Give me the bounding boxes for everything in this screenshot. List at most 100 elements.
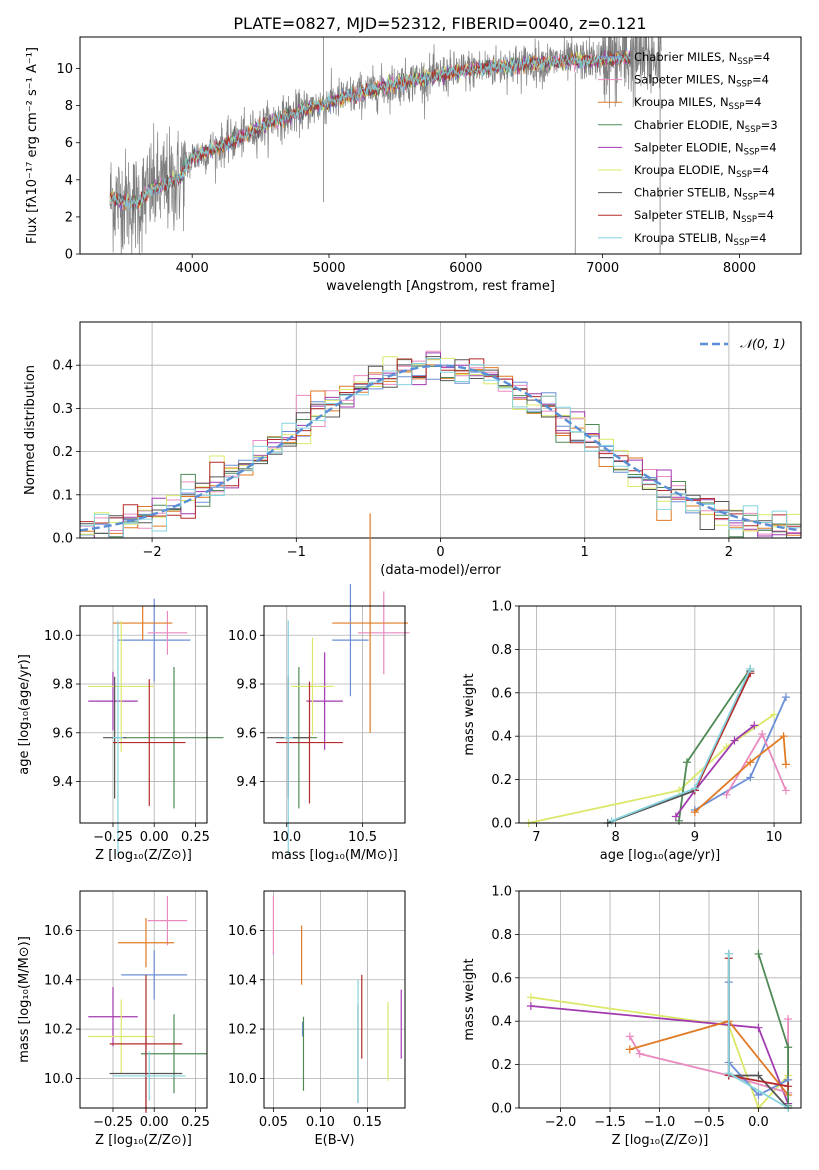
x-axis-label: (data-model)/error xyxy=(380,563,501,578)
x-tick-label: 5000 xyxy=(312,261,345,276)
y-tick-label: 0 xyxy=(65,248,73,263)
x-tick-label: 0.10 xyxy=(306,1115,335,1130)
legend-label-tail: =4 xyxy=(757,208,774,222)
y-tick-label: 10.0 xyxy=(44,1072,73,1087)
y-tick-label: 0.2 xyxy=(491,1058,512,1073)
legend-label: Chabrier STELIB, NSSP=4 xyxy=(634,186,775,203)
legend-label-sub: SSP xyxy=(729,102,745,112)
y-tick-label: 10.0 xyxy=(228,1072,257,1087)
y-tick-label: 0.8 xyxy=(491,928,512,943)
weight-marker xyxy=(526,1002,535,1011)
model-spectrum-line xyxy=(110,50,631,210)
y-tick-label: 1.0 xyxy=(491,600,512,615)
x-axis-label: Z [log₁₀(Z/Z⊙)] xyxy=(95,848,192,863)
weight-marker xyxy=(758,730,767,739)
legend-label: Kroupa MILES, NSSP=4 xyxy=(634,95,761,112)
model-spectrum-line xyxy=(109,50,631,209)
weight-marker xyxy=(770,710,779,719)
weight-marker xyxy=(779,732,788,741)
legend-label-tail: =4 xyxy=(758,186,775,200)
y-tick-label: 0.4 xyxy=(491,730,512,745)
legend-label-main: Salpeter MILES, N xyxy=(634,73,736,87)
model-spectrum-line xyxy=(109,50,631,208)
x-tick-label: −2 xyxy=(143,545,162,560)
legend-label-tail: =4 xyxy=(753,50,770,64)
plot-area-residual_hist xyxy=(80,350,801,538)
weight-marker xyxy=(754,949,763,958)
y-tick-label: 0.2 xyxy=(491,773,512,788)
y-tick-label: 0.0 xyxy=(491,817,512,832)
panel-z_weight: −2.0 −1.5 −1.0 −0.5 0.0 0.0 0.2 0.4 0.6 0.8 1.0 Z [… xyxy=(462,885,802,1148)
legend-label-tail: =4 xyxy=(744,95,761,109)
x-tick-label: 9 xyxy=(691,830,699,845)
legend-label-main: Chabrier ELODIE, N xyxy=(634,118,745,132)
x-axis-label: E(B-V) xyxy=(314,1133,354,1148)
weight-line-5 xyxy=(675,724,755,818)
y-tick-label: 10.0 xyxy=(228,629,257,644)
weight-marker xyxy=(754,1090,763,1099)
model-spectrum-line xyxy=(109,47,631,210)
weight-line-0 xyxy=(528,713,775,824)
legend-label-tail: =4 xyxy=(760,140,777,154)
weight-marker xyxy=(781,693,790,702)
weight-marker xyxy=(746,758,755,767)
panel-z_mass: −0.25 0.00 0.25 10.0 10.2 10.4 10.6 Z [log₁₀(Z/… xyxy=(17,890,210,1148)
plot-area-spectrum xyxy=(109,37,662,254)
legend-label: Chabrier MILES, NSSP=4 xyxy=(634,50,770,67)
y-tick-label: 1.0 xyxy=(491,885,512,900)
legend-label-tail: =4 xyxy=(749,231,766,245)
y-axis-label: mass [log₁₀(M/M⊙)] xyxy=(17,936,32,1063)
y-tick-label: 10.4 xyxy=(228,973,257,988)
x-tick-label: 0.15 xyxy=(353,1115,382,1130)
x-tick-label: 6000 xyxy=(449,261,482,276)
weight-marker xyxy=(671,812,680,821)
y-tick-label: 0.2 xyxy=(52,445,73,460)
weight-marker xyxy=(690,784,699,793)
model-spectrum-line xyxy=(109,51,631,208)
weight-marker xyxy=(635,1049,644,1058)
axes-frame xyxy=(79,321,802,539)
legend-label-sub: SSP xyxy=(736,170,752,180)
plot-area-mass_age xyxy=(267,513,410,855)
y-tick-label: 9.6 xyxy=(52,726,73,741)
weight-marker xyxy=(750,721,759,730)
model-spectrum-line xyxy=(109,52,631,210)
legend-label-sub: SSP xyxy=(737,57,753,67)
plot-area-z_age xyxy=(88,598,224,855)
axes-frame xyxy=(518,605,802,824)
x-tick-label: 7 xyxy=(532,830,540,845)
x-tick-label: −1 xyxy=(287,545,306,560)
x-tick-label: 10 xyxy=(766,830,783,845)
weight-marker xyxy=(607,816,616,825)
y-axis-label: age [log₁₀(age/yr)] xyxy=(17,654,32,775)
weight-marker xyxy=(682,758,691,767)
x-tick-label: 0.25 xyxy=(181,1115,210,1130)
weight-marker xyxy=(625,1032,634,1041)
legend-label-sub: SSP xyxy=(734,238,750,248)
x-tick-label: 2 xyxy=(725,545,733,560)
legend-label-main: Chabrier STELIB, N xyxy=(634,186,742,200)
x-axis-label: mass [log₁₀(M/M⊙)] xyxy=(271,848,398,863)
legend-label-tail: =4 xyxy=(752,163,769,177)
y-tick-label: 0.1 xyxy=(52,488,73,503)
x-tick-label: −1.5 xyxy=(594,1115,626,1130)
legend-label: Salpeter ELODIE, NSSP=4 xyxy=(634,140,777,157)
panel-z_age: −0.25 0.00 0.25 9.4 9.6 9.8 10.0 Z [log₁₀(Z/Z⊙)… xyxy=(17,598,224,863)
x-axis-label: age [log₁₀(age/yr)] xyxy=(600,848,721,863)
axes-frame xyxy=(79,890,208,1109)
legend-label-sub: SSP xyxy=(744,147,760,157)
weight-marker xyxy=(754,1023,763,1032)
x-tick-label: 10.0 xyxy=(272,830,301,845)
y-tick-label: 10.6 xyxy=(228,924,257,939)
normal-reference-curve xyxy=(80,364,801,532)
legend-label-sub: SSP xyxy=(736,80,752,90)
legend-label-sub: SSP xyxy=(742,193,758,203)
weight-marker xyxy=(784,1082,793,1091)
axes-frame xyxy=(518,890,802,1109)
y-axis-label: mass weight xyxy=(462,673,477,755)
weight-marker xyxy=(781,786,790,795)
x-tick-label: 0.05 xyxy=(259,1115,288,1130)
x-tick-label: 8 xyxy=(611,830,619,845)
x-tick-label: −2.0 xyxy=(545,1115,577,1130)
